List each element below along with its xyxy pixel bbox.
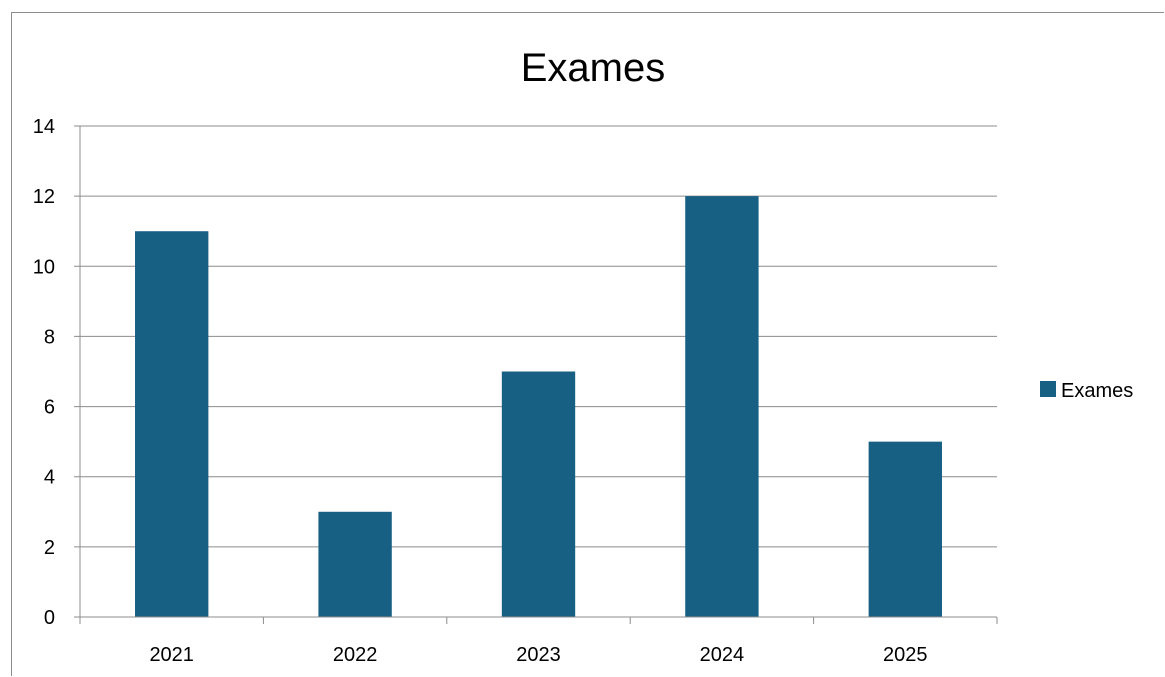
- chart-title: Exames: [521, 46, 666, 90]
- legend: Exames: [1040, 380, 1133, 402]
- y-tick-label: 0: [44, 607, 55, 629]
- x-tick-label: 2023: [516, 644, 561, 666]
- y-tick-label: 12: [33, 186, 55, 208]
- y-tick-label: 4: [44, 467, 55, 489]
- y-tick-label: 10: [33, 256, 55, 278]
- bar-2022: [318, 512, 391, 617]
- bar-2023: [502, 372, 575, 618]
- x-tick-label: 2022: [333, 644, 378, 666]
- y-tick-label: 8: [44, 326, 55, 348]
- y-tick-label: 6: [44, 397, 55, 419]
- y-axis-ticks: 0 2 4 6 8 10 12 14: [33, 116, 55, 629]
- legend-swatch: [1040, 381, 1056, 397]
- x-tick-label: 2025: [883, 644, 928, 666]
- x-tick-label: 2021: [149, 644, 194, 666]
- y-tick-label: 14: [33, 116, 55, 138]
- legend-label: Exames: [1061, 380, 1133, 402]
- y-tick-label: 2: [44, 537, 55, 559]
- bar-2025: [869, 442, 942, 617]
- x-tick-label: 2024: [700, 644, 745, 666]
- bar-2021: [135, 231, 208, 617]
- bar-2024: [685, 196, 758, 617]
